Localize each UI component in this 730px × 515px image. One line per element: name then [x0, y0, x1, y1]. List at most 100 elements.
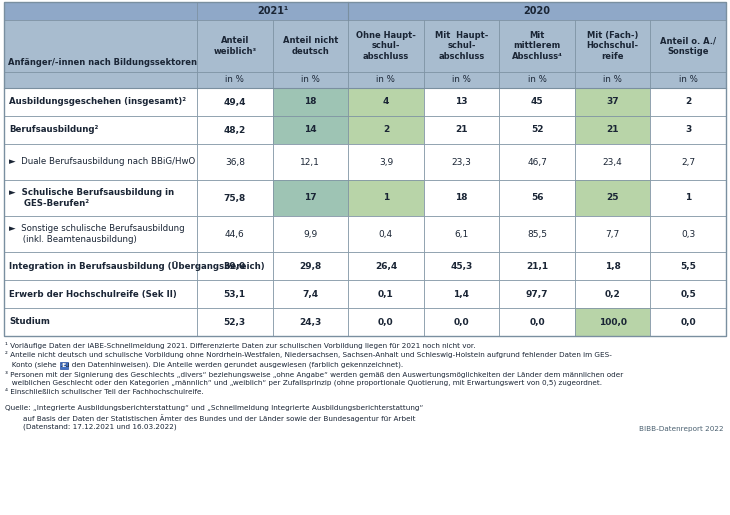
Text: 0,0: 0,0: [453, 318, 469, 327]
Text: 1,8: 1,8: [604, 262, 620, 270]
Bar: [4, 308, 197, 336]
Bar: [423, 280, 499, 308]
Text: 25: 25: [607, 194, 619, 202]
Text: 0,2: 0,2: [604, 289, 620, 299]
Text: Berufsausbildung²: Berufsausbildung²: [9, 126, 99, 134]
Bar: [197, 2, 348, 20]
Bar: [575, 144, 650, 180]
Text: 2: 2: [685, 97, 691, 107]
Bar: [4, 2, 726, 336]
Bar: [575, 252, 650, 280]
Bar: [575, 216, 650, 252]
Bar: [575, 308, 650, 336]
Text: Erwerb der Hochschulreife (Sek II): Erwerb der Hochschulreife (Sek II): [9, 289, 177, 299]
Text: 48,2: 48,2: [223, 126, 246, 134]
Bar: [197, 216, 272, 252]
Text: 85,5: 85,5: [527, 230, 547, 238]
Bar: [499, 20, 575, 72]
Text: ►  Schulische Berufsausbildung in
     GES-Berufen²: ► Schulische Berufsausbildung in GES-Ber…: [9, 188, 174, 208]
Bar: [272, 20, 348, 72]
Bar: [272, 72, 348, 88]
Bar: [197, 72, 272, 88]
Text: 56: 56: [531, 194, 543, 202]
Text: 44,6: 44,6: [225, 230, 245, 238]
Text: Ausbildungsgeschehen (insgesamt)²: Ausbildungsgeschehen (insgesamt)²: [9, 97, 186, 107]
Text: 7,4: 7,4: [302, 289, 318, 299]
Bar: [650, 72, 726, 88]
Text: Studium: Studium: [9, 318, 50, 327]
Bar: [650, 252, 726, 280]
Text: in %: in %: [301, 76, 320, 84]
Text: 23,4: 23,4: [603, 158, 623, 166]
Text: 0,1: 0,1: [378, 289, 393, 299]
Text: Ohne Haupt-
schul-
abschluss: Ohne Haupt- schul- abschluss: [356, 31, 416, 61]
Bar: [575, 180, 650, 216]
Bar: [4, 180, 197, 216]
Text: 23,3: 23,3: [452, 158, 472, 166]
Text: Mit (Fach-)
Hochschul-
reife: Mit (Fach-) Hochschul- reife: [587, 31, 639, 61]
Bar: [4, 144, 197, 180]
Bar: [499, 308, 575, 336]
Text: (Datenstand: 17.12.2021 und 16.03.2022): (Datenstand: 17.12.2021 und 16.03.2022): [5, 424, 177, 431]
Text: 26,4: 26,4: [374, 262, 397, 270]
Text: 49,4: 49,4: [223, 97, 246, 107]
Bar: [272, 144, 348, 180]
Text: BIBB-Datenreport 2022: BIBB-Datenreport 2022: [639, 426, 724, 432]
Bar: [650, 20, 726, 72]
Bar: [348, 88, 423, 116]
Text: 53,1: 53,1: [223, 289, 246, 299]
Text: 100,0: 100,0: [599, 318, 626, 327]
Bar: [197, 20, 272, 72]
Bar: [272, 88, 348, 116]
Bar: [575, 72, 650, 88]
Text: 97,7: 97,7: [526, 289, 548, 299]
Bar: [197, 308, 272, 336]
Text: 0,5: 0,5: [680, 289, 696, 299]
Text: ►  Duale Berufsausbildung nach BBiG/HwO: ► Duale Berufsausbildung nach BBiG/HwO: [9, 158, 195, 166]
Text: 17: 17: [304, 194, 317, 202]
Text: 39,0: 39,0: [223, 262, 246, 270]
Text: 2021¹: 2021¹: [257, 6, 288, 16]
Bar: [4, 252, 197, 280]
Text: 3: 3: [685, 126, 691, 134]
Bar: [423, 72, 499, 88]
Bar: [348, 308, 423, 336]
Text: 52: 52: [531, 126, 543, 134]
Text: 45,3: 45,3: [450, 262, 472, 270]
Bar: [60, 362, 68, 369]
Text: in %: in %: [679, 76, 698, 84]
Text: 52,3: 52,3: [223, 318, 246, 327]
Bar: [423, 116, 499, 144]
Bar: [348, 2, 726, 20]
Text: 0,4: 0,4: [379, 230, 393, 238]
Text: 21: 21: [456, 126, 468, 134]
Text: Konto (siehe  zu den Datenhinweisen). Die Anteile werden gerundet ausgewiesen (f: Konto (siehe zu den Datenhinweisen). Die…: [5, 361, 403, 368]
Bar: [650, 116, 726, 144]
Bar: [348, 252, 423, 280]
Text: ⁴ Einschließlich schulischer Teil der Fachhochschulreife.: ⁴ Einschließlich schulischer Teil der Fa…: [5, 389, 204, 396]
Text: 14: 14: [304, 126, 317, 134]
Bar: [423, 20, 499, 72]
Bar: [650, 216, 726, 252]
Bar: [197, 116, 272, 144]
Text: 7,7: 7,7: [605, 230, 620, 238]
Text: ² Anteile nicht deutsch und schulische Vorbildung ohne Nordrhein-Westfalen, Nied: ² Anteile nicht deutsch und schulische V…: [5, 352, 612, 358]
Bar: [348, 180, 423, 216]
Text: ³ Personen mit der Signierung des Geschlechts „divers“ beziehungsweise „ohne Ang: ³ Personen mit der Signierung des Geschl…: [5, 370, 623, 377]
Bar: [197, 88, 272, 116]
Bar: [499, 280, 575, 308]
Text: Anteil o. A./
Sonstige: Anteil o. A./ Sonstige: [660, 36, 716, 56]
Text: 18: 18: [304, 97, 317, 107]
Bar: [197, 180, 272, 216]
Text: 24,3: 24,3: [299, 318, 321, 327]
Text: Integration in Berufsausbildung (Übergangsbereich): Integration in Berufsausbildung (Übergan…: [9, 261, 264, 271]
Bar: [348, 144, 423, 180]
Text: in %: in %: [528, 76, 547, 84]
Bar: [499, 144, 575, 180]
Bar: [272, 180, 348, 216]
Bar: [650, 180, 726, 216]
Text: 3,9: 3,9: [379, 158, 393, 166]
Text: 2020: 2020: [523, 6, 550, 16]
Text: ►  Sonstige schulische Berufsausbildung
     (inkl. Beamtenausbildung): ► Sonstige schulische Berufsausbildung (…: [9, 225, 185, 244]
Text: Quelle: „Integrierte Ausbildungsberichterstattung“ und „Schnellmeldung Integrier: Quelle: „Integrierte Ausbildungsberichte…: [5, 405, 423, 411]
